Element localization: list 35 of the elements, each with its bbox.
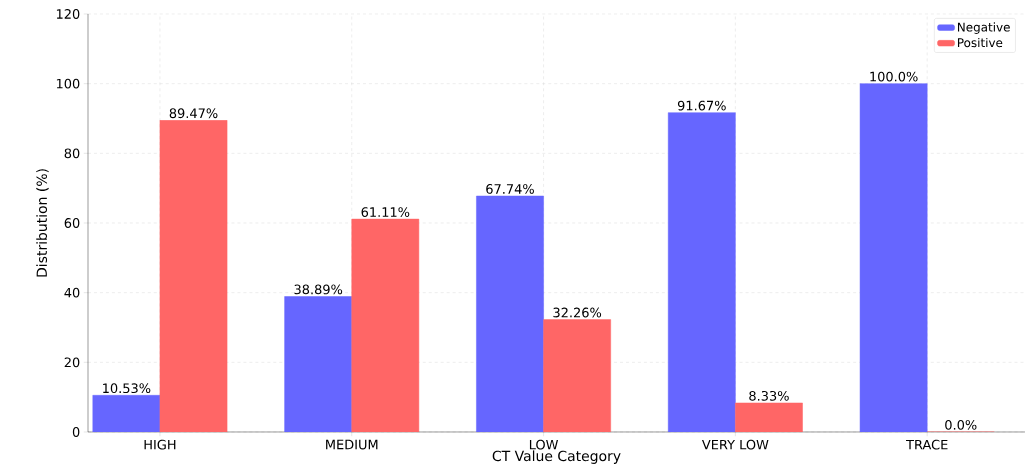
y-tick-label: 20: [64, 357, 80, 368]
x-tick-label: VERY LOW: [701, 439, 769, 450]
y-tick-label: 0: [72, 427, 80, 437]
bar: [92, 395, 161, 432]
bar: [735, 402, 803, 432]
bar: [476, 195, 544, 432]
bar: [159, 120, 228, 432]
data-label: 10.53%: [103, 383, 151, 394]
data-label: 8.33%: [749, 390, 789, 401]
data-label: 89.47%: [169, 108, 218, 119]
bar: [543, 319, 611, 432]
y-tick-label: 60: [64, 218, 80, 228]
y-tick-label: 80: [64, 148, 80, 159]
x-tick-label: LOW: [529, 439, 559, 450]
x-tick-label: TRACE: [906, 439, 948, 450]
legend-label: Positive: [957, 37, 1003, 48]
data-label: 38.89%: [294, 284, 343, 295]
y-axis-title: Distribution (%): [36, 169, 49, 277]
bar: [351, 218, 420, 432]
data-label: 100.0%: [870, 71, 918, 82]
bar: [859, 83, 928, 432]
data-label: 91.67%: [677, 100, 726, 111]
x-axis-title: CT Value Category: [492, 450, 621, 464]
bar: [284, 296, 352, 432]
bar: [667, 112, 736, 432]
data-label: 67.74%: [486, 184, 534, 194]
x-tick-label: HIGH: [144, 439, 176, 450]
data-label: 0.0%: [945, 419, 977, 430]
x-tick-label: MEDIUM: [326, 439, 378, 450]
y-tick-label: 40: [64, 287, 80, 298]
y-tick-label: 100: [56, 78, 80, 89]
data-label: 61.11%: [361, 207, 410, 217]
data-label: 32.26%: [553, 307, 602, 318]
legend-label: Negative: [957, 22, 1010, 34]
y-tick-label: 120: [56, 9, 80, 19]
